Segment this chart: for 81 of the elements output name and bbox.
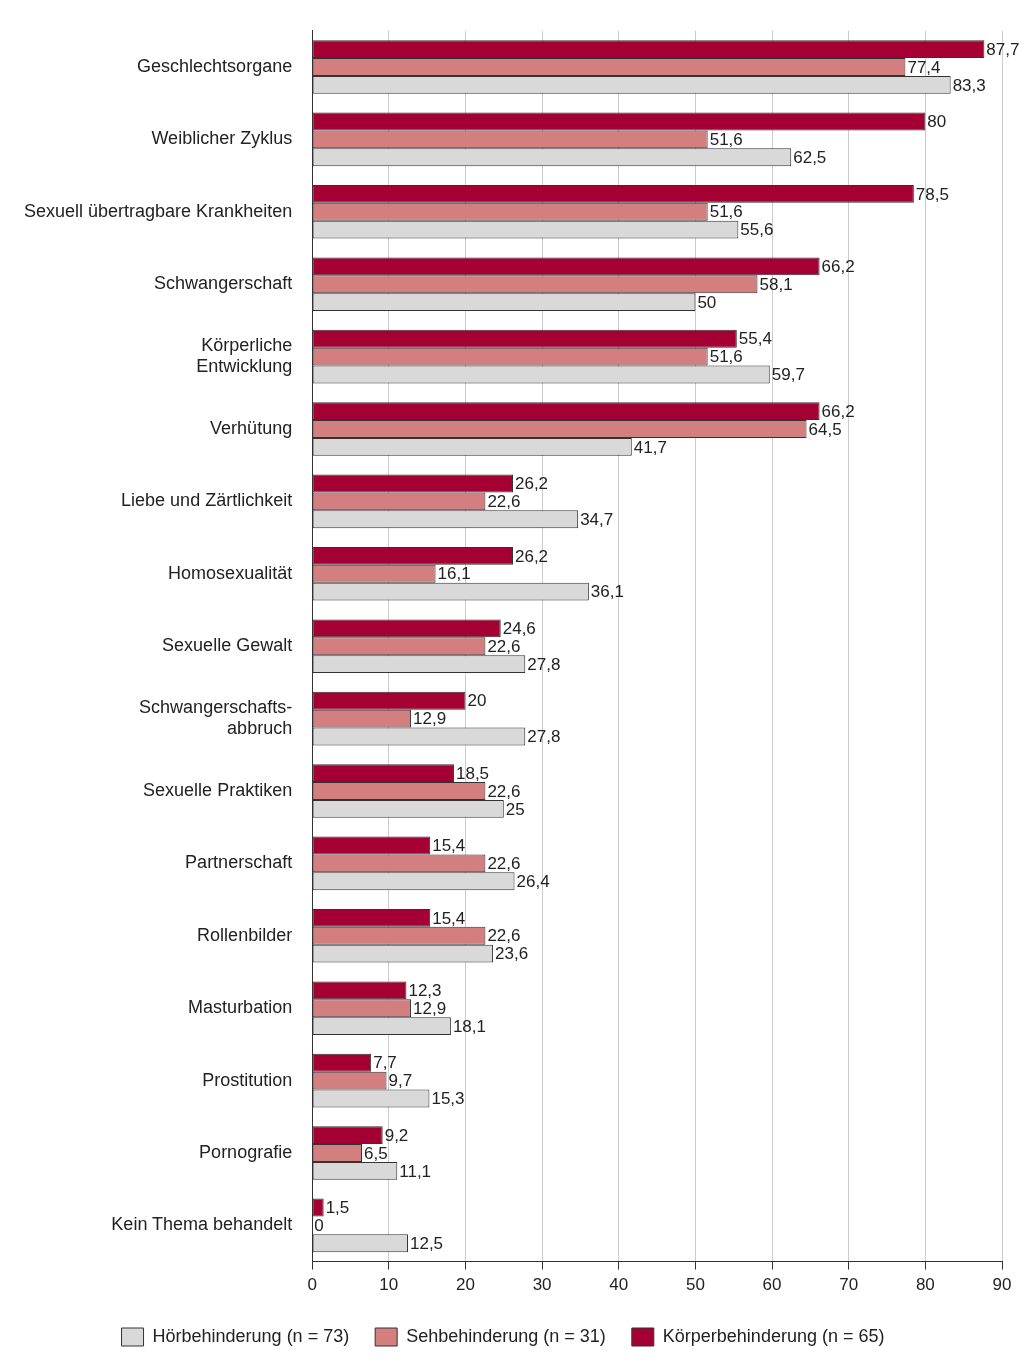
data-label: 15,4 (432, 836, 466, 856)
data-label: 66,2 (821, 257, 855, 277)
data-label: 64,5 (808, 419, 842, 439)
y-tick-label: Prostitution (202, 1069, 293, 1090)
data-label: 77,4 (907, 57, 941, 77)
y-tick-label: Kein Thema behandelt (111, 1214, 293, 1235)
y-tick-label: Geschlechtsorgane (137, 55, 293, 76)
data-label: 50 (697, 292, 717, 312)
data-label: 80 (927, 112, 947, 132)
data-label: 26,2 (514, 474, 549, 494)
y-tick-label: Partnerschaft (185, 852, 293, 873)
data-label: 12,9 (413, 709, 447, 729)
data-label: 27,8 (527, 654, 561, 674)
y-tick-label: Liebe und Zärtlichkeit (121, 490, 293, 511)
data-label: 51,6 (709, 347, 743, 367)
x-tick-label: 40 (609, 1275, 629, 1295)
data-label: 16,1 (437, 564, 471, 584)
data-label: 41,7 (633, 437, 667, 457)
legend-label: Körperbehinderung (n = 65) (662, 1325, 885, 1346)
data-label: 78,5 (915, 184, 949, 204)
data-label: 12,9 (413, 998, 447, 1018)
x-tick-label: 50 (685, 1275, 705, 1295)
data-label: 22,6 (487, 636, 521, 656)
data-label: 55,6 (740, 220, 774, 240)
data-label: 25 (505, 799, 525, 819)
y-tick-label: Schwangerschaft (154, 273, 293, 294)
x-tick-label: 30 (532, 1275, 552, 1295)
y-tick-label: Pornografie (199, 1141, 293, 1162)
data-label: 59,7 (771, 365, 805, 385)
data-label: 55,4 (738, 329, 772, 349)
data-label: 24,6 (502, 619, 536, 639)
data-label: 62,5 (793, 147, 827, 167)
y-tick-label: Masturbation (188, 997, 293, 1018)
x-tick-label: 70 (839, 1275, 859, 1295)
y-tick-label: Verhütung (210, 417, 293, 438)
data-label: 9,2 (384, 1125, 409, 1145)
data-label: 34,7 (580, 509, 614, 529)
data-label: 18,1 (452, 1016, 486, 1036)
data-label: 12,5 (409, 1233, 444, 1253)
y-tick-label: Körperliche Entwicklung (196, 334, 293, 377)
data-label: 12,3 (408, 981, 442, 1001)
y-tick-label: Homosexualität (168, 562, 293, 583)
data-label: 18,5 (455, 763, 490, 783)
data-label: 0 (314, 1216, 324, 1236)
data-label: 26,4 (516, 871, 550, 891)
data-label: 15,4 (432, 908, 466, 928)
legend-label: Sehbehinderung (n = 31) (406, 1325, 606, 1346)
data-label: 36,1 (590, 582, 624, 602)
y-tick-label: Sexuelle Gewalt (162, 635, 293, 656)
y-tick-label: Sexuell übertragbare Krankheiten (24, 200, 293, 221)
data-label: 22,6 (487, 492, 521, 512)
x-tick-label: 80 (915, 1275, 935, 1295)
x-tick-label: 0 (307, 1275, 317, 1295)
x-tick-label: 10 (379, 1275, 399, 1295)
data-label: 27,8 (527, 727, 561, 747)
data-label: 22,6 (487, 926, 521, 946)
data-label: 20 (467, 691, 487, 711)
data-label: 22,6 (487, 854, 521, 874)
data-label: 1,5 (325, 1198, 350, 1218)
data-label: 58,1 (759, 274, 793, 294)
data-label: 15,3 (431, 1089, 465, 1109)
y-tick-label: Rollenbilder (197, 924, 293, 945)
data-label: 6,5 (363, 1143, 388, 1163)
data-label: 83,3 (952, 75, 986, 95)
data-label: 23,6 (495, 944, 529, 964)
data-label: 22,6 (487, 781, 521, 801)
legend-label: Hörbehinderung (n = 73) (152, 1325, 350, 1346)
x-tick-label: 20 (456, 1275, 475, 1295)
data-label: 7,7 (373, 1053, 397, 1073)
data-label: 9,7 (388, 1071, 413, 1091)
data-label: 26,2 (514, 546, 549, 566)
x-tick-label: 90 (992, 1275, 1012, 1295)
data-label: 51,6 (709, 130, 743, 150)
y-tick-label: Schwangerschafts- abbruch (139, 696, 293, 739)
data-label: 51,6 (709, 202, 743, 222)
y-tick-label: Weiblicher Zyklus (151, 128, 293, 149)
y-tick-label: Sexuelle Praktiken (143, 779, 293, 800)
x-tick-label: 60 (762, 1275, 782, 1295)
data-label: 66,2 (821, 401, 855, 421)
data-label: 87,7 (986, 39, 1020, 59)
data-label: 11,1 (399, 1161, 432, 1181)
